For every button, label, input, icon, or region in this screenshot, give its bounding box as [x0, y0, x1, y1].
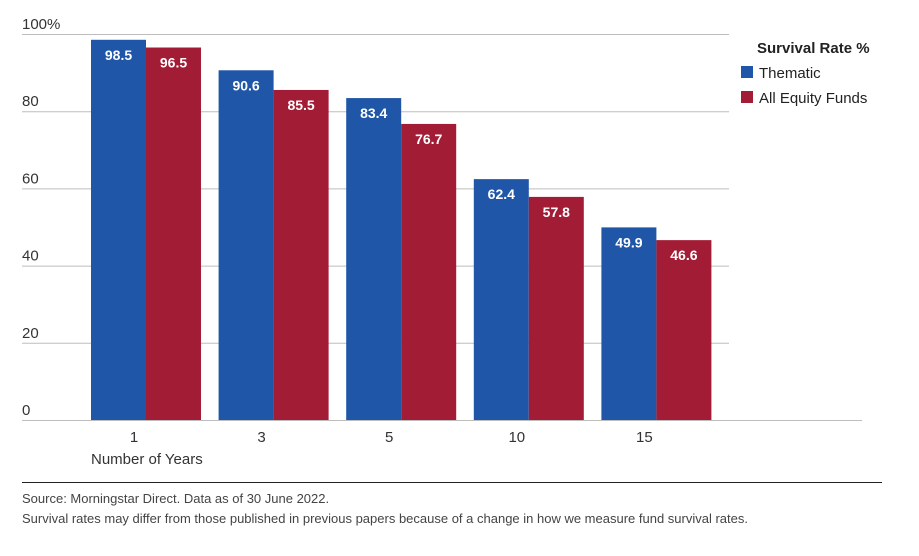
bar-all-equity-funds [401, 123, 457, 421]
y-axis-ticks: 0 20 40 60 80 100% [22, 16, 60, 419]
x-tick-label: 3 [257, 429, 265, 446]
y-tick-label: 0 [22, 402, 30, 419]
methodology-note: Survival rates may differ from those pub… [22, 511, 748, 526]
bar-thematic [473, 179, 529, 420]
y-tick-label: 80 [22, 93, 39, 110]
x-axis-ticks: 1 3 5 10 15 [130, 429, 653, 446]
legend-label: Thematic [759, 65, 821, 82]
bar-value-label: 46.6 [670, 247, 697, 263]
bar-value-label: 85.5 [287, 97, 314, 113]
y-tick-label: 100% [22, 16, 60, 33]
bar-all-equity-funds [528, 196, 584, 420]
bar-thematic [91, 39, 146, 420]
bars: 98.5 96.5 90.6 85.5 83.4 76.7 62.4 57.8 49.9 46.6 [91, 39, 712, 421]
legend-title: Survival Rate % [757, 40, 870, 57]
x-tick-label: 10 [508, 429, 525, 446]
x-tick-label: 5 [385, 429, 393, 446]
bar-value-label: 62.4 [488, 186, 515, 202]
bar-thematic [218, 70, 274, 420]
y-tick-label: 40 [22, 248, 39, 265]
y-tick-label: 20 [22, 325, 39, 342]
bar-value-label: 76.7 [415, 131, 442, 147]
legend: Survival Rate % Thematic All Equity Funds [741, 40, 870, 107]
source-note: Source: Morningstar Direct. Data as of 3… [22, 491, 330, 506]
legend-swatch [741, 91, 753, 103]
bar-value-label: 49.9 [615, 234, 642, 250]
legend-swatch [741, 66, 753, 78]
bar-all-equity-funds [656, 240, 712, 420]
bar-value-label: 83.4 [360, 105, 387, 121]
bar-value-label: 98.5 [105, 47, 132, 63]
x-tick-label: 1 [130, 429, 138, 446]
bar-all-equity-funds [273, 89, 329, 420]
bar-all-equity-funds [146, 47, 201, 420]
bar-thematic [601, 227, 657, 420]
y-tick-label: 60 [22, 170, 39, 187]
x-axis-label: Number of Years [91, 451, 203, 468]
bar-thematic [346, 98, 402, 421]
bar-value-label: 96.5 [160, 55, 187, 71]
bar-value-label: 90.6 [232, 77, 259, 93]
survival-rate-chart: 0 20 40 60 80 100% 98.5 96.5 90.6 85.5 83.4 76.7 62… [22, 16, 870, 468]
legend-label: All Equity Funds [759, 90, 867, 107]
chart-footer: Source: Morningstar Direct. Data as of 3… [22, 482, 882, 529]
x-tick-label: 15 [636, 429, 653, 446]
bar-value-label: 57.8 [543, 204, 570, 220]
